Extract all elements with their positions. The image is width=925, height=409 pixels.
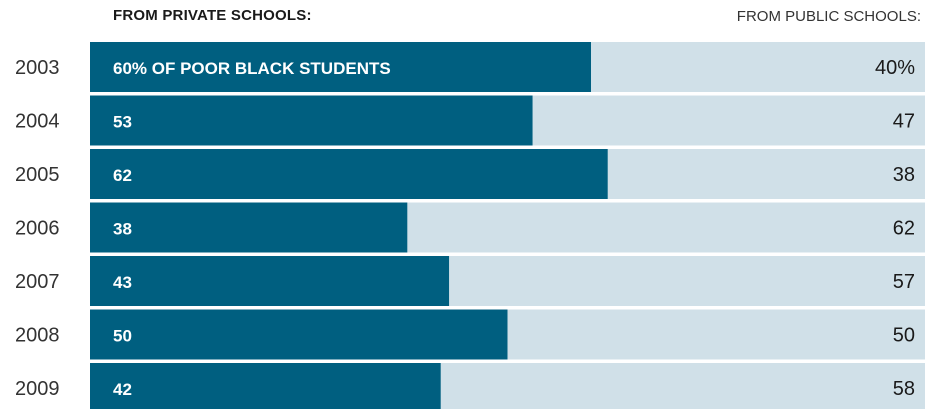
public-value-label-2004: 47	[893, 111, 915, 133]
bar-private-2008	[90, 309, 508, 360]
bar-private-2004	[90, 95, 533, 146]
public-value-label-2005: 38	[893, 164, 915, 186]
private-value-label-2008: 50	[113, 327, 132, 346]
private-value-label-2006: 38	[113, 220, 132, 239]
year-label-2007: 2007	[15, 271, 60, 293]
year-label-2008: 2008	[15, 325, 60, 347]
bar-private-2009	[90, 363, 441, 409]
bar-private-2006	[90, 202, 408, 253]
bar-private-2007	[90, 256, 450, 306]
private-value-label-2004: 53	[113, 113, 132, 132]
private-value-label-2003: 60% OF POOR BLACK STUDENTS	[113, 59, 391, 78]
public-value-label-2007: 57	[893, 271, 915, 293]
public-value-label-2003: 40%	[875, 57, 915, 79]
year-label-2005: 2005	[15, 164, 60, 186]
year-label-2006: 2006	[15, 218, 60, 240]
year-label-2003: 2003	[15, 57, 60, 79]
bar-private-2005	[90, 149, 608, 199]
public-value-label-2006: 62	[893, 218, 915, 240]
bar-private-2003	[90, 42, 591, 92]
public-value-label-2009: 58	[893, 378, 915, 400]
public-value-label-2008: 50	[893, 325, 915, 347]
legend-public-schools: FROM PUBLIC SCHOOLS:	[736, 8, 921, 25]
private-value-label-2005: 62	[113, 166, 132, 185]
year-label-2004: 2004	[15, 111, 60, 133]
private-value-label-2009: 42	[113, 380, 132, 399]
private-value-label-2007: 43	[113, 273, 132, 292]
year-label-2009: 2009	[15, 378, 60, 400]
legend-private-schools: FROM PRIVATE SCHOOLS:	[113, 7, 312, 24]
